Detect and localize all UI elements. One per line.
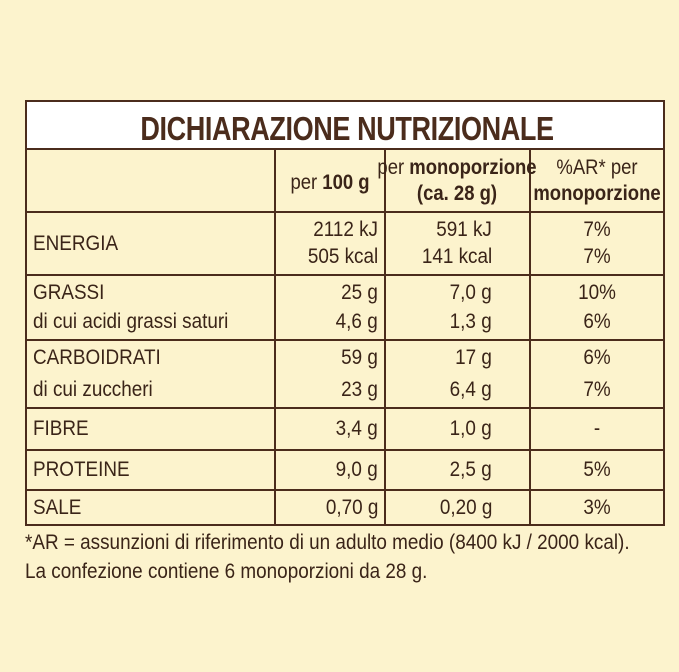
cell-value: 3% xyxy=(583,495,611,519)
cell-value: 1,3 g xyxy=(449,310,492,333)
rule xyxy=(25,211,665,213)
cell-value: 23 g xyxy=(341,378,378,401)
title-box: DICHIARAZIONE NUTRIZIONALE xyxy=(25,100,665,150)
cell-value: 0,70 g xyxy=(325,495,378,519)
cell-value: 10% xyxy=(578,281,616,304)
row-label: di cui zuccheri xyxy=(33,378,153,401)
header-line: monoporzione xyxy=(465,182,679,206)
header-text: monoporzione xyxy=(533,182,661,205)
rule xyxy=(529,150,531,525)
cell-value: 7% xyxy=(583,245,611,268)
header-line: per monoporzione xyxy=(325,156,589,180)
header-line: per 100 g xyxy=(198,171,462,195)
cell-value: 2112 kJ xyxy=(313,218,378,241)
cell-value: 591 kJ xyxy=(436,218,492,241)
cell-value: 6% xyxy=(583,346,611,369)
row-label: GRASSI xyxy=(33,281,105,304)
rule xyxy=(663,150,665,525)
cell-value: 3,4 g xyxy=(335,417,378,440)
footnote: La confezione contiene 6 monoporzioni da… xyxy=(25,560,428,583)
header-text: %AR* per xyxy=(556,156,638,179)
cell-value: 0,20 g xyxy=(439,495,492,519)
cell-value: 9,0 g xyxy=(335,458,378,481)
cell-value: 7% xyxy=(583,218,611,241)
cell-value: 1,0 g xyxy=(449,417,492,440)
header-text: per xyxy=(377,156,410,179)
cell-value: 505 kcal xyxy=(307,245,378,268)
header-line: %AR* per xyxy=(465,156,679,180)
rule xyxy=(25,407,665,409)
row-label: SALE xyxy=(33,495,82,519)
rule xyxy=(25,150,27,525)
rule xyxy=(25,339,665,341)
rule xyxy=(25,524,665,526)
cell-value: - xyxy=(593,417,601,440)
cell-value: 25 g xyxy=(341,281,378,304)
cell-value: 7% xyxy=(583,378,611,401)
cell-value: 2,5 g xyxy=(449,458,492,481)
header-text: (ca. 28 g) xyxy=(416,182,498,205)
cell-value: 4,6 g xyxy=(335,310,378,333)
rule xyxy=(25,449,665,451)
cell-value: 7,0 g xyxy=(449,281,492,304)
header-line: (ca. 28 g) xyxy=(325,182,589,206)
row-label: PROTEINE xyxy=(33,458,130,481)
row-label: CARBOIDRATI xyxy=(33,346,161,369)
footnote: *AR = assunzioni di riferimento di un ad… xyxy=(25,531,630,554)
header-text: 100 g xyxy=(322,171,370,194)
row-label: di cui acidi grassi saturi xyxy=(33,310,229,333)
cell-value: 17 g xyxy=(455,346,492,369)
rule xyxy=(25,274,665,276)
title: DICHIARAZIONE NUTRIZIONALE xyxy=(27,110,667,148)
row-label: ENERGIA xyxy=(33,231,119,255)
cell-value: 6,4 g xyxy=(449,378,492,401)
cell-value: 5% xyxy=(583,458,611,481)
cell-value: 141 kcal xyxy=(421,245,492,268)
cell-value: 6% xyxy=(583,310,611,333)
cell-value: 59 g xyxy=(341,346,378,369)
row-label: FIBRE xyxy=(33,417,89,440)
rule xyxy=(384,150,386,525)
title-text: DICHIARAZIONE NUTRIZIONALE xyxy=(140,110,554,147)
header-text: per xyxy=(290,171,323,194)
rule xyxy=(274,150,276,525)
header-text: monoporzione xyxy=(409,156,537,179)
rule xyxy=(25,489,665,491)
